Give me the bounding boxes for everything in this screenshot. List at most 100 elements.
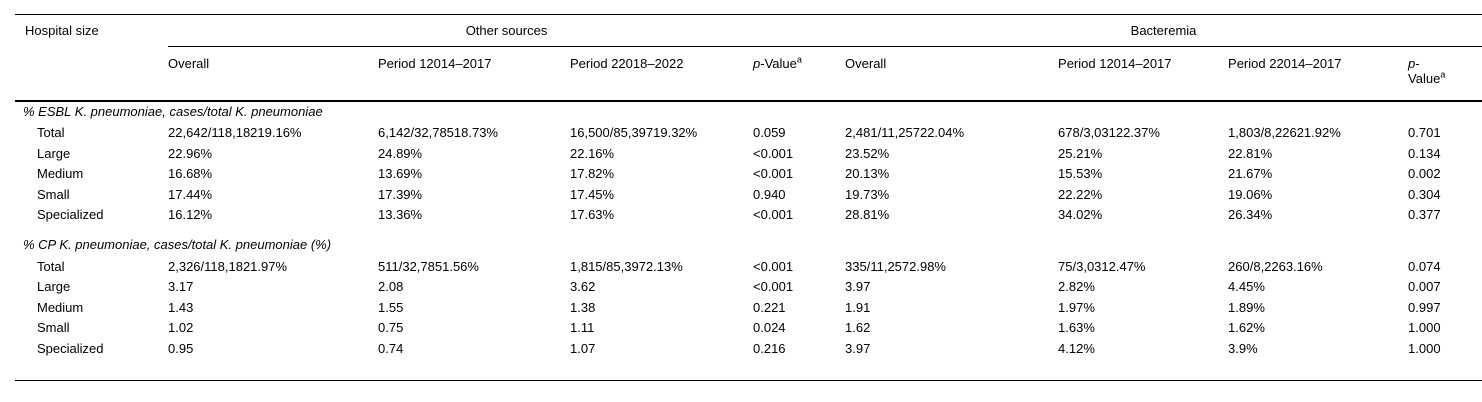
- table-cell: 1.89%: [1228, 299, 1265, 315]
- table-cell: 0.74: [378, 341, 404, 356]
- table-cell: 22,642/118,18219.16%: [168, 125, 302, 141]
- p-value-label: p: [1408, 56, 1416, 71]
- table-cell: 1.62%: [1228, 320, 1265, 336]
- table-cell: 17.39%: [378, 186, 423, 202]
- table-cell: 75/3,0312.47%: [1058, 258, 1146, 274]
- table-row: Total 22,642/118,18219.16% 6,142/32,78518.…: [15, 123, 1482, 144]
- table-row: Small 17.44% 17.39% 17.45% 0.940 19.73% 22.22%…: [15, 184, 1482, 205]
- table-cell: 15.53%: [1058, 166, 1103, 182]
- row-label: Medium: [37, 299, 84, 315]
- table-cell: 1.43: [168, 299, 194, 315]
- table-cell: 0.024: [753, 320, 786, 336]
- col-header-other-pvalue: p-Valuea: [753, 46, 846, 102]
- table-cell: 1.91: [845, 299, 871, 315]
- table-cell: 0.002: [1408, 166, 1441, 182]
- p-value-label-rest: -Value: [760, 56, 797, 71]
- row-label: Small: [37, 320, 70, 336]
- p-value-label: p: [753, 56, 761, 71]
- table-cell: 1.000: [1408, 320, 1441, 336]
- table-cell: 1.000: [1408, 341, 1441, 356]
- table-row: Total 2,326/118,1821.97% 511/32,7851.56% 1,…: [15, 256, 1482, 277]
- table-cell: 1.07: [570, 341, 596, 356]
- table-cell: 2,481/11,25722.04%: [845, 125, 965, 141]
- table-cell: 17.63%: [570, 207, 615, 223]
- p-value-label-word: Value: [1408, 71, 1441, 86]
- table-cell: 6,142/32,78518.73%: [378, 125, 498, 141]
- group-header-row: Hospital size Other sources Bacteremia: [15, 14, 1482, 102]
- row-label: Specialized: [37, 207, 104, 223]
- table-cell: 17.45%: [570, 186, 615, 202]
- table-cell: 511/32,7851.56%: [378, 258, 479, 274]
- table-cell: 4.12%: [1058, 341, 1095, 356]
- table-cell: 17.44%: [168, 186, 213, 202]
- table-cell: 0.134: [1408, 145, 1441, 161]
- section-title: % CP K. pneumoniae, cases/total K. pneum…: [23, 237, 332, 252]
- table-cell: 22.81%: [1228, 145, 1273, 161]
- table-cell: 22.96%: [168, 145, 213, 161]
- table-cell: 3.97: [845, 279, 871, 295]
- table-cell: 17.82%: [570, 166, 615, 182]
- group-header-other-sources: Other sources: [168, 14, 846, 47]
- table-cell: 25.21%: [1058, 145, 1103, 161]
- table-row: Large 3.17 2.08 3.62 <0.001 3.97 2.82% 4.45% 0.0…: [15, 277, 1482, 298]
- table-cell: 19.73%: [845, 186, 890, 202]
- hospital-size-header: Hospital size: [15, 14, 168, 102]
- table-cell: 0.221: [753, 299, 786, 315]
- p-value-label-dash: -: [1415, 56, 1420, 71]
- table-cell: 16.68%: [168, 166, 213, 182]
- table-cell: 678/3,03122.37%: [1058, 125, 1160, 141]
- table-cell: <0.001: [753, 258, 794, 274]
- table-row: Specialized 0.95 0.74 1.07 0.216 3.97 4.12% 3.9…: [15, 338, 1482, 380]
- table-cell: <0.001: [753, 145, 794, 161]
- table-row: Medium 16.68% 13.69% 17.82% <0.001 20.13% 15.5…: [15, 164, 1482, 185]
- table-cell: 16,500/85,39719.32%: [570, 125, 698, 141]
- table-cell: 0.701: [1408, 125, 1441, 141]
- table-cell: 0.074: [1408, 258, 1441, 274]
- table-cell: 19.06%: [1228, 186, 1273, 202]
- table-cell: 1.55: [378, 299, 404, 315]
- section-title: % ESBL K. pneumoniae, cases/total K. pne…: [23, 103, 323, 119]
- col-header-bact-overall: Overall: [845, 46, 1059, 102]
- footnote-marker: a: [1440, 69, 1446, 80]
- col-header-other-period2: Period 22018–2022: [570, 46, 753, 102]
- table-cell: 23.52%: [845, 145, 890, 161]
- table-cell: 22.16%: [570, 145, 615, 161]
- table-cell: 22.22%: [1058, 186, 1103, 202]
- table-cell: 13.36%: [378, 207, 423, 223]
- row-label: Large: [37, 145, 71, 161]
- table-cell: 0.007: [1408, 279, 1441, 295]
- section-header-row: % CP K. pneumoniae, cases/total K. pneum…: [15, 225, 1482, 256]
- table-cell: 0.940: [753, 186, 786, 202]
- table-cell: 0.997: [1408, 299, 1441, 315]
- table-cell: 2,326/118,1821.97%: [168, 258, 288, 274]
- table-cell: 0.377: [1408, 207, 1441, 223]
- table-cell: 1,803/8,22621.92%: [1228, 125, 1341, 141]
- table-cell: 3.62: [570, 279, 596, 295]
- table-cell: 0.304: [1408, 186, 1441, 202]
- table-cell: 1.62: [845, 320, 871, 336]
- table-cell: 34.02%: [1058, 207, 1103, 223]
- table-cell: 2.82%: [1058, 279, 1095, 295]
- table-cell: 21.67%: [1228, 166, 1273, 182]
- table-cell: 3.17: [168, 279, 194, 295]
- table-cell: 13.69%: [378, 166, 423, 182]
- results-table: Hospital size Other sources Bacteremia O…: [15, 14, 1482, 381]
- table-row: Small 1.02 0.75 1.11 0.024 1.62 1.63% 1.62% 1.00…: [15, 318, 1482, 339]
- table-cell: 335/11,2572.98%: [845, 258, 946, 274]
- row-label: Small: [37, 186, 70, 202]
- table-cell: 1.97%: [1058, 299, 1095, 315]
- col-header-bact-period2: Period 22014–2017: [1228, 46, 1409, 102]
- table-row: Large 22.96% 24.89% 22.16% <0.001 23.52% 25.21…: [15, 143, 1482, 164]
- table-cell: 0.059: [753, 125, 786, 141]
- group-header-bacteremia: Bacteremia: [845, 14, 1482, 47]
- table-cell: <0.001: [753, 207, 794, 223]
- row-label: Total: [37, 125, 65, 141]
- section-header-row: % ESBL K. pneumoniae, cases/total K. pne…: [15, 101, 1482, 123]
- table-cell: 24.89%: [378, 145, 423, 161]
- table-cell: 26.34%: [1228, 207, 1273, 223]
- table-cell: <0.001: [753, 166, 794, 182]
- table-cell: 28.81%: [845, 207, 890, 223]
- table-cell: 16.12%: [168, 207, 213, 223]
- col-header-bact-pvalue: p- Valuea: [1408, 46, 1482, 102]
